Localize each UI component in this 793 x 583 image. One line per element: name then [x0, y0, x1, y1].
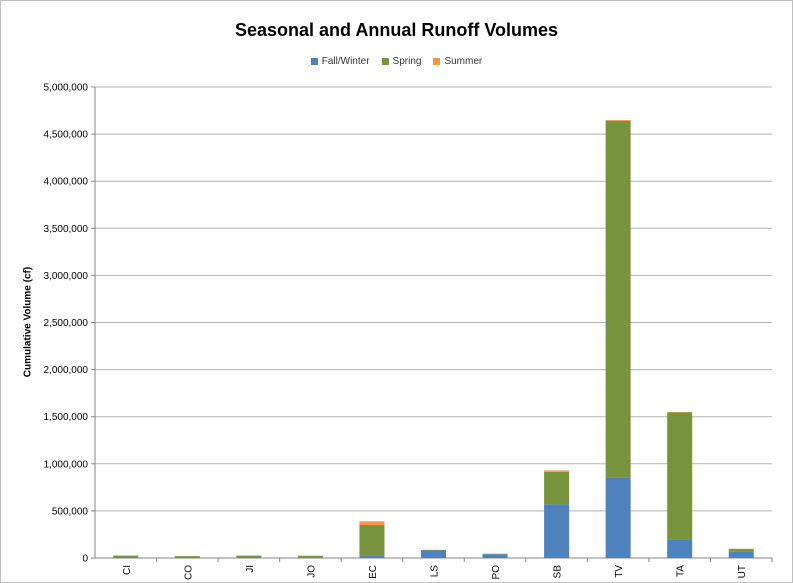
bar-segment-fall-winter-sb	[544, 504, 570, 558]
bar-segment-spring-ji	[236, 555, 262, 558]
x-tick-label: CI	[122, 565, 133, 575]
bar-segment-summer-tv	[605, 119, 631, 121]
y-tick-label: 5,000,000	[44, 83, 89, 94]
bar-segment-fall-winter-ta	[667, 539, 693, 558]
legend-label-summer: Summer	[444, 56, 483, 67]
bar-segment-spring-ut	[728, 549, 754, 552]
y-tick-label: 4,500,000	[44, 130, 89, 141]
legend-item-summer: Summer	[433, 56, 482, 67]
legend-swatch-summer	[433, 58, 441, 65]
x-tick-label: JI	[245, 565, 256, 573]
y-tick-label: 0	[82, 554, 88, 565]
bar-segment-summer-sb	[544, 470, 570, 472]
y-tick-label: 500,000	[52, 506, 89, 517]
y-tick-label: 1,500,000	[44, 412, 89, 423]
legend-item-fall-winter: Fall/Winter	[310, 56, 370, 67]
bar-segment-fall-winter-po	[482, 554, 508, 558]
y-tick-label: 2,500,000	[44, 318, 89, 329]
x-tick-label: EC	[368, 565, 379, 579]
y-tick-label: 2,000,000	[44, 365, 89, 376]
bar-segment-spring-co	[174, 556, 200, 558]
x-tick-label: SB	[553, 565, 564, 579]
x-tick-label: PO	[491, 565, 502, 580]
bar-segment-spring-ci	[113, 555, 139, 558]
legend-item-spring: Spring	[381, 56, 422, 67]
bar-segment-spring-ta	[667, 412, 693, 540]
x-tick-label: TA	[676, 565, 687, 577]
chart-title: Seasonal and Annual Runoff Volumes	[234, 20, 559, 40]
x-tick-label: UT	[737, 565, 748, 578]
x-tick-label: LS	[430, 565, 441, 578]
x-tick-label: TV	[614, 565, 625, 578]
bar-segment-spring-sb	[544, 471, 570, 505]
x-tick-label: JO	[306, 565, 317, 578]
y-tick-label: 3,500,000	[44, 224, 89, 235]
bar-segment-spring-ec	[359, 525, 385, 556]
bar-segment-fall-winter-tv	[605, 477, 631, 558]
bar-segment-fall-winter-ec	[359, 555, 385, 558]
bar-segment-fall-winter-ut	[728, 551, 754, 558]
y-tick-label: 4,000,000	[44, 177, 89, 188]
bar-segment-summer-ec	[359, 521, 385, 526]
legend-label-spring: Spring	[392, 56, 422, 67]
bar-segment-spring-jo	[297, 555, 323, 558]
legend: Fall/Winter Spring Summer	[0, 56, 793, 67]
y-tick-label: 1,000,000	[44, 459, 89, 470]
legend-label-fall-winter: Fall/Winter	[321, 56, 370, 67]
x-tick-label: CO	[183, 565, 194, 580]
bar-segment-spring-tv	[605, 120, 631, 478]
bar-segment-fall-winter-ls	[421, 550, 446, 558]
legend-swatch-spring	[381, 58, 389, 65]
y-tick-label: 3,000,000	[44, 271, 89, 282]
legend-swatch-fall-winter	[310, 58, 318, 65]
